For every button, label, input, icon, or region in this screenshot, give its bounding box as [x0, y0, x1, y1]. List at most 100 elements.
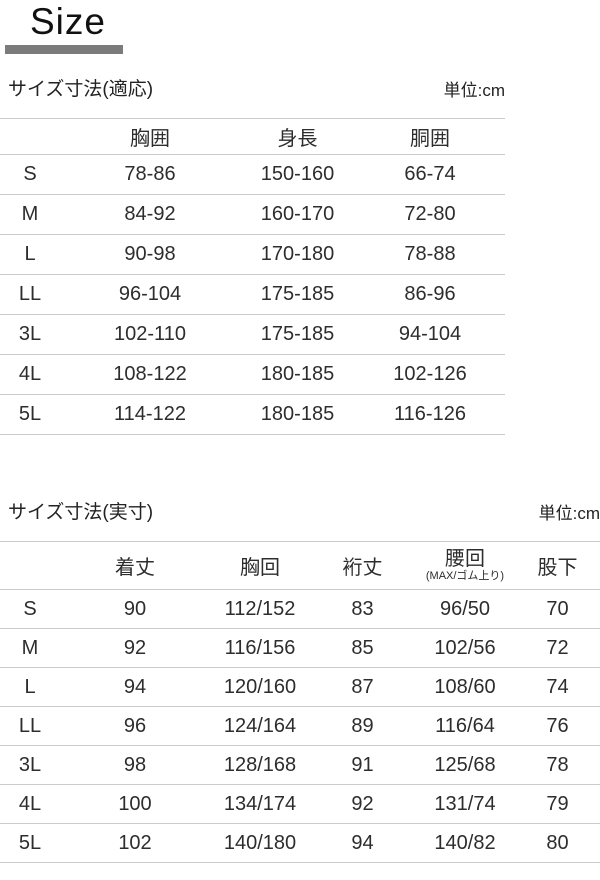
table-row: 5L 114-122 180-185 116-126 — [0, 394, 505, 435]
sleeve-cell: 87 — [310, 667, 415, 707]
height-cell: 180-185 — [240, 394, 355, 435]
title-block: Size — [0, 0, 600, 54]
inseam-cell: 70 — [515, 589, 600, 629]
height-column-header: 身長 — [240, 118, 355, 155]
inseam-column-header: 股下 — [515, 541, 600, 590]
inseam-cell: 78 — [515, 745, 600, 785]
height-cell: 160-170 — [240, 194, 355, 235]
waist-cell: 116-126 — [355, 394, 505, 435]
sleeve-column-header: 裄丈 — [310, 541, 415, 590]
waist-cell: 66-74 — [355, 154, 505, 195]
height-cell: 170-180 — [240, 234, 355, 275]
section-header-actual: サイズ寸法(実寸) 単位:cm — [0, 497, 600, 523]
waist-cell: 102/56 — [415, 628, 515, 668]
page-title: Size — [30, 1, 106, 42]
waist-column-header: 胴囲 — [355, 118, 505, 155]
chest-column-header: 胸囲 — [60, 118, 240, 155]
length-cell: 96 — [60, 706, 210, 746]
waist-cell: 78-88 — [355, 234, 505, 275]
chest-cell: 102-110 — [60, 314, 240, 355]
table-row: M 92 116/156 85 102/56 72 — [0, 628, 600, 668]
chest-cell: 114-122 — [60, 394, 240, 435]
sleeve-cell: 83 — [310, 589, 415, 629]
size-cell: 5L — [0, 394, 60, 435]
waist-cell: 96/50 — [415, 589, 515, 629]
chest-column-header: 胸回 — [210, 541, 310, 590]
size-cell: L — [0, 667, 60, 707]
height-cell: 150-160 — [240, 154, 355, 195]
chest-cell: 116/156 — [210, 628, 310, 668]
waist-column-header: 腰回 (MAX/ゴム上り) — [415, 541, 515, 590]
table-row: M 84-92 160-170 72-80 — [0, 194, 505, 235]
waist-column-label: 腰回 — [445, 548, 485, 570]
waist-cell: 72-80 — [355, 194, 505, 235]
size-cell: M — [0, 194, 60, 235]
length-cell: 90 — [60, 589, 210, 629]
table-header-row: 着丈 胸回 裄丈 腰回 (MAX/ゴム上り) 股下 — [0, 541, 600, 590]
sleeve-cell: 92 — [310, 784, 415, 824]
chest-cell: 96-104 — [60, 274, 240, 315]
length-column-header: 着丈 — [60, 541, 210, 590]
waist-cell: 116/64 — [415, 706, 515, 746]
size-cell: 4L — [0, 784, 60, 824]
chest-cell: 84-92 — [60, 194, 240, 235]
sleeve-cell: 85 — [310, 628, 415, 668]
waist-cell: 125/68 — [415, 745, 515, 785]
section-header-fit: サイズ寸法(適応) 単位:cm — [0, 74, 505, 100]
chest-cell: 124/164 — [210, 706, 310, 746]
size-cell: L — [0, 234, 60, 275]
height-cell: 175-185 — [240, 274, 355, 315]
inseam-cell: 80 — [515, 823, 600, 863]
inseam-cell: 72 — [515, 628, 600, 668]
height-cell: 175-185 — [240, 314, 355, 355]
waist-cell: 86-96 — [355, 274, 505, 315]
table-row: L 90-98 170-180 78-88 — [0, 234, 505, 275]
size-cell: S — [0, 154, 60, 195]
inseam-cell: 76 — [515, 706, 600, 746]
table-row: LL 96-104 175-185 86-96 — [0, 274, 505, 315]
length-cell: 100 — [60, 784, 210, 824]
waist-cell: 140/82 — [415, 823, 515, 863]
size-cell: 3L — [0, 745, 60, 785]
table-row: S 78-86 150-160 66-74 — [0, 154, 505, 195]
size-column-header — [0, 541, 60, 590]
length-cell: 94 — [60, 667, 210, 707]
size-cell: 4L — [0, 354, 60, 395]
waist-column-note: (MAX/ゴム上り) — [425, 570, 505, 582]
height-cell: 180-185 — [240, 354, 355, 395]
size-cell: S — [0, 589, 60, 629]
chest-cell: 112/152 — [210, 589, 310, 629]
size-cell: LL — [0, 274, 60, 315]
length-cell: 92 — [60, 628, 210, 668]
size-cell: 3L — [0, 314, 60, 355]
size-cell: M — [0, 628, 60, 668]
waist-cell: 131/74 — [415, 784, 515, 824]
chest-cell: 108-122 — [60, 354, 240, 395]
chest-cell: 134/174 — [210, 784, 310, 824]
length-cell: 98 — [60, 745, 210, 785]
table-row: 4L 108-122 180-185 102-126 — [0, 354, 505, 395]
chest-cell: 78-86 — [60, 154, 240, 195]
unit-label-actual: 単位:cm — [538, 504, 600, 523]
chest-cell: 90-98 — [60, 234, 240, 275]
table-row: LL 96 124/164 89 116/64 76 — [0, 706, 600, 746]
chest-cell: 140/180 — [210, 823, 310, 863]
waist-cell: 94-104 — [355, 314, 505, 355]
chest-cell: 120/160 — [210, 667, 310, 707]
size-cell: LL — [0, 706, 60, 746]
length-cell: 102 — [60, 823, 210, 863]
sleeve-cell: 89 — [310, 706, 415, 746]
section-heading-actual: サイズ寸法(実寸) — [8, 502, 154, 523]
table-row: 3L 98 128/168 91 125/68 78 — [0, 745, 600, 785]
inseam-cell: 79 — [515, 784, 600, 824]
section-heading-fit: サイズ寸法(適応) — [8, 79, 154, 100]
size-table-actual: 着丈 胸回 裄丈 腰回 (MAX/ゴム上り) 股下 S 90 112/152 8… — [0, 541, 600, 863]
sleeve-cell: 91 — [310, 745, 415, 785]
size-table-fit: 胸囲 身長 胴囲 S 78-86 150-160 66-74 M 84-92 1… — [0, 118, 505, 435]
table-row: 5L 102 140/180 94 140/82 80 — [0, 823, 600, 863]
table-header-row: 胸囲 身長 胴囲 — [0, 118, 505, 155]
title-underline — [5, 45, 123, 54]
chest-cell: 128/168 — [210, 745, 310, 785]
inseam-cell: 74 — [515, 667, 600, 707]
unit-label-fit: 単位:cm — [443, 81, 505, 100]
